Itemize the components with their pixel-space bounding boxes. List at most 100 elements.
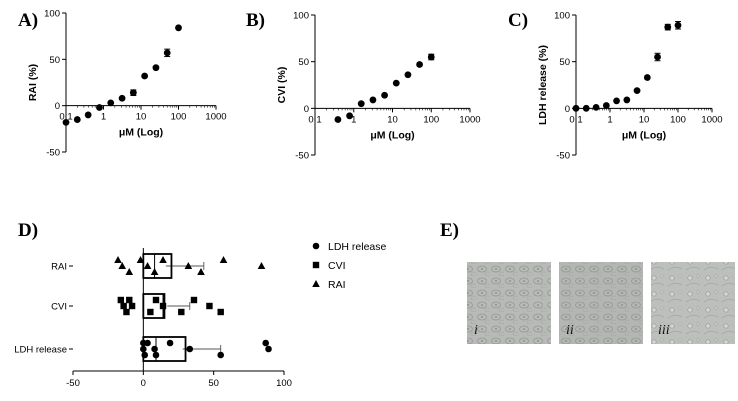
x-tick-label: 1 — [607, 114, 612, 125]
data-point — [613, 97, 620, 105]
data-point-triangle — [312, 280, 320, 287]
y-tick-label: -50 — [46, 148, 60, 159]
x-tick-label: 1000 — [459, 114, 480, 125]
x-tick-label: 0.1 — [308, 114, 321, 125]
category-label: CVI — [51, 302, 67, 313]
micrograph-label: i — [474, 323, 478, 338]
data-point-triangle — [125, 268, 134, 275]
micrograph-3: iii — [651, 262, 735, 344]
data-point — [582, 104, 590, 112]
data-point-circle — [217, 351, 224, 359]
x-axis-label: μM (Log) — [119, 127, 163, 139]
data-point-triangle — [257, 262, 266, 269]
category-label: LDH release — [14, 345, 67, 356]
data-point-triangle — [143, 262, 152, 269]
data-point-circle — [262, 339, 270, 347]
scatter-panel-2: B) -50 0 50 100 0.1 1 10 100 1000 μM (Log) CVI (%) — [246, 10, 481, 162]
data-point-circle — [265, 345, 272, 353]
data-point — [674, 21, 682, 29]
data-point — [623, 96, 631, 104]
y-tick-label: 50 — [298, 57, 309, 68]
data-point — [633, 87, 641, 94]
data-point — [381, 91, 388, 99]
data-point — [334, 116, 342, 123]
data-point-triangle — [136, 256, 145, 263]
x-tick-label: 10 — [387, 114, 398, 125]
y-tick-label: 0 — [565, 104, 570, 115]
y-tick-label: -50 — [295, 151, 309, 162]
category-label: RAI — [51, 262, 67, 273]
data-point — [592, 104, 600, 111]
scatter-panel-1: A) -50 0 50 100 0.1 1 10 100 1000 μM (Log) RAI (%) — [18, 9, 227, 159]
panel-letter: E) — [440, 220, 459, 241]
data-point — [163, 49, 171, 57]
data-point — [96, 104, 103, 111]
x-tick-label: 100 — [423, 114, 439, 125]
data-point — [175, 24, 182, 32]
data-point — [152, 64, 160, 72]
data-point — [654, 53, 661, 61]
data-point-square — [152, 296, 160, 304]
data-point — [416, 61, 423, 68]
x-tick-label: 100 — [670, 114, 686, 125]
micrograph-texture — [559, 262, 643, 344]
box — [142, 253, 173, 279]
data-point — [369, 96, 377, 104]
data-point-triangle — [118, 262, 127, 269]
data-point-square — [206, 302, 213, 310]
data-point — [357, 100, 365, 108]
data-point-square — [147, 308, 154, 316]
legend-label: RAI — [328, 279, 346, 291]
data-point — [427, 53, 435, 61]
data-point — [404, 71, 412, 79]
x-axis-label: μM (Log) — [370, 129, 414, 141]
data-point — [602, 102, 610, 109]
data-point-square — [312, 261, 320, 269]
panel-letter: B) — [246, 10, 265, 31]
data-point — [73, 116, 81, 123]
y-tick-label: 50 — [49, 55, 60, 66]
data-point-square — [126, 296, 133, 304]
data-point-circle — [152, 351, 160, 359]
x-tick-label: 10 — [136, 112, 147, 123]
data-point-square — [190, 296, 198, 304]
y-tick-label: 0 — [55, 101, 60, 112]
data-point-circle — [141, 351, 149, 359]
x-axis-label: μM (Log) — [622, 129, 666, 141]
data-point-square — [178, 308, 185, 316]
data-point — [664, 23, 672, 31]
micrograph-texture — [467, 262, 551, 344]
x-tick-label: 0 — [141, 378, 146, 389]
x-tick-label: 50 — [208, 378, 219, 389]
data-point-triangle — [197, 268, 205, 275]
data-point-triangle — [114, 256, 122, 263]
y-tick-label: 100 — [44, 9, 60, 20]
panel-letter: C) — [508, 10, 528, 31]
x-tick-label: 100 — [171, 112, 187, 123]
panel-letter: A) — [18, 10, 38, 31]
micrograph-label: ii — [566, 323, 574, 338]
scatter-panel-3: C) -50 0 50 100 0.1 1 10 100 1000 μM (Log) LDH rele… — [508, 10, 723, 162]
data-point-square — [120, 302, 127, 310]
micrograph-1: i — [467, 262, 551, 344]
x-tick-label: -50 — [66, 378, 80, 389]
y-axis-label: RAI (%) — [27, 64, 39, 101]
x-tick-label: 100 — [276, 378, 292, 389]
data-point-square — [123, 308, 130, 316]
data-point — [572, 104, 580, 112]
data-point-square — [217, 308, 224, 316]
data-point-circle — [312, 242, 320, 250]
micrograph-panel: E)i ii iii — [440, 220, 735, 344]
data-point-triangle — [184, 262, 193, 269]
data-point — [107, 99, 115, 107]
data-point — [643, 74, 651, 81]
data-point-square — [159, 302, 167, 310]
data-point-triangle — [219, 256, 228, 263]
data-point-circle — [140, 345, 147, 353]
micrograph-texture — [651, 262, 735, 344]
panel-letter: D) — [18, 220, 38, 241]
data-point — [346, 112, 353, 120]
y-tick-label: 0 — [304, 104, 309, 115]
legend-label: CVI — [328, 260, 346, 272]
